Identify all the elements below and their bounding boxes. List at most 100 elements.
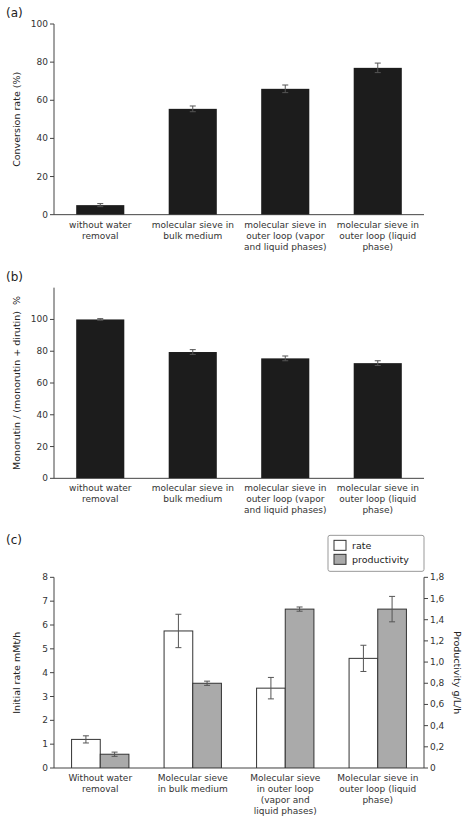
error-bar-cap — [297, 611, 303, 612]
y-tick — [50, 478, 54, 479]
error-bar-cap — [282, 355, 288, 356]
x-tick-label-line: removal — [82, 231, 119, 241]
y-tick-label: 20 — [37, 172, 49, 182]
error-bar-cap — [97, 318, 103, 319]
plot-area — [72, 596, 407, 768]
bar — [261, 89, 309, 215]
y-tick — [50, 446, 54, 447]
plot-area — [76, 63, 402, 215]
x-tick-label-line: molecular sieve in — [337, 483, 419, 493]
x-tick-label-line: molecular sieve in — [244, 483, 326, 493]
y2-tick-label: 1,0 — [430, 657, 445, 667]
x-tick-label: without waterremoval — [69, 220, 132, 241]
error-bar-cap — [190, 105, 196, 106]
error-bar-line — [192, 350, 193, 355]
y-tick — [50, 383, 54, 384]
y2-tick — [424, 704, 428, 705]
y-tick — [50, 24, 54, 25]
y-tick — [50, 414, 54, 415]
x-tick-label-line: phase) — [362, 242, 393, 252]
y-tick-label: 80 — [37, 57, 49, 67]
x-tick-label-line: Molecular sieve — [158, 773, 229, 783]
error-bar — [112, 752, 118, 756]
y-tick-label: 60 — [37, 95, 49, 105]
error-bar-line — [85, 736, 86, 743]
y-tick-label: 20 — [37, 442, 49, 452]
x-tick-label-line: outer loop (liquid — [339, 784, 416, 794]
x-tick-label-line: and liquid phases) — [244, 242, 327, 252]
error-bar-line — [114, 752, 115, 756]
error-bar-cap — [360, 645, 366, 646]
x-tick-label: Without waterremoval — [68, 773, 132, 794]
error-bar-cap — [190, 354, 196, 355]
error-bar-line — [377, 63, 378, 73]
y-tick-label: 1 — [42, 739, 48, 749]
y2-tick — [424, 577, 428, 578]
y-tick-label: 4 — [42, 668, 48, 678]
x-tick-label: molecular sieve inouter loop (liquidphas… — [337, 220, 419, 252]
y-tick-label: 0 — [42, 473, 48, 483]
y-tick-label: 5 — [42, 644, 48, 654]
error-bar-cap — [97, 206, 103, 207]
legend-swatch — [334, 554, 346, 564]
y2-tick-label: 0 — [430, 763, 436, 773]
error-bar-cap — [375, 63, 381, 64]
x-tick-label-line: outer loop (vapor — [246, 231, 324, 241]
bar — [354, 363, 402, 478]
error-bar — [375, 63, 381, 73]
panel-label: (c) — [6, 533, 22, 547]
x-tick-label-line: Molecular sieve — [250, 773, 321, 783]
y-tick-label: 40 — [37, 133, 49, 143]
error-bar-cap — [282, 92, 288, 93]
bar — [257, 688, 286, 768]
error-bar — [190, 350, 196, 355]
panel-label: (b) — [6, 270, 23, 284]
panel: (b)020406080100Monorutin / (monorutin + … — [6, 270, 424, 516]
plot-area — [76, 319, 402, 479]
y-tick — [50, 648, 54, 649]
y2-tick — [424, 662, 428, 663]
error-bar — [297, 607, 303, 611]
error-bar-cap — [83, 742, 89, 743]
x-tick-label-line: outer loop (vapor — [246, 494, 324, 504]
error-bar-cap — [204, 681, 210, 682]
bar — [164, 631, 193, 768]
legend-swatch — [334, 540, 346, 550]
error-bar — [282, 356, 288, 361]
y2-tick-label: 1,6 — [430, 594, 445, 604]
error-bar — [97, 204, 103, 207]
y2-tick — [424, 640, 428, 641]
error-bar-cap — [282, 360, 288, 361]
x-tick-label: molecular sieve inouter loop (liquidphas… — [337, 483, 419, 515]
y2-axis-label: Productivity g/L/h — [452, 631, 463, 714]
error-bar-line — [192, 106, 193, 112]
error-bar-line — [178, 614, 179, 647]
bar — [169, 352, 217, 478]
bar — [76, 319, 124, 478]
error-bar-cap — [190, 111, 196, 112]
error-bar-cap — [97, 320, 103, 321]
x-tick-label-line: phase) — [362, 505, 393, 515]
y-tick-label: 0 — [42, 763, 48, 773]
error-bar — [204, 681, 210, 685]
x-tick-label-line: bulk medium — [163, 231, 222, 241]
x-tick-label-line: liquid phases) — [254, 806, 317, 816]
y-axis-label: Monorutin / (monorutin + dirutin) % — [11, 296, 22, 470]
error-bar-line — [285, 85, 286, 93]
y2-tick-label: 1,2 — [430, 636, 444, 646]
error-bar-cap — [83, 735, 89, 736]
x-tick-label: Molecular sievein bulk medium — [158, 773, 229, 794]
error-bar-cap — [360, 671, 366, 672]
y2-tick-label: 0,6 — [430, 699, 445, 709]
y-tick — [50, 100, 54, 101]
x-tick-label: molecular sieve inouter loop (vaporand l… — [244, 483, 327, 515]
x-tick-label-line: in outer loop — [257, 784, 314, 794]
x-tick-label-line: removal — [82, 494, 119, 504]
error-bar-cap — [375, 360, 381, 361]
error-bar — [389, 596, 395, 621]
error-bar-cap — [282, 85, 288, 86]
y2-tick — [424, 598, 428, 599]
y-tick — [50, 319, 54, 320]
x-tick-label-line: outer loop (liquid — [339, 494, 416, 504]
x-tick-label-line: and liquid phases) — [244, 505, 327, 515]
